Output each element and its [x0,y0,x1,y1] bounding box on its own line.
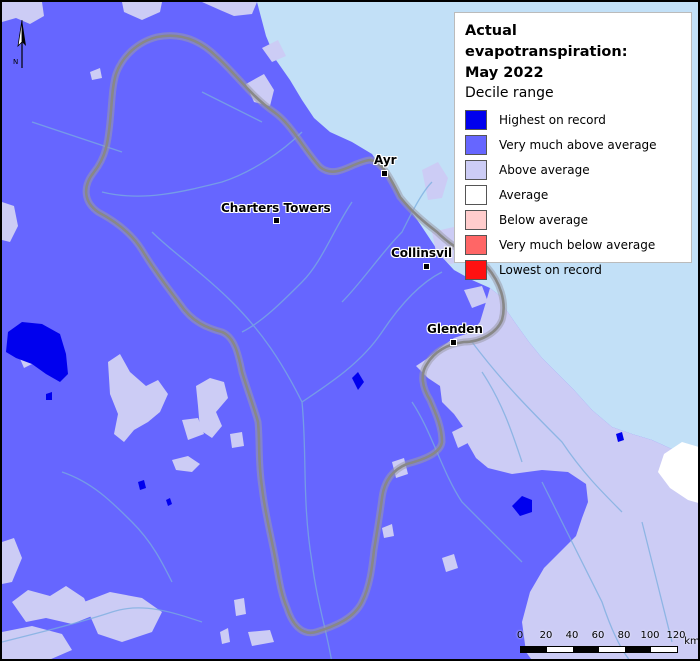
legend-label: Lowest on record [499,262,602,277]
scale-tick-label: 40 [565,630,579,641]
legend-item: Average [465,182,681,207]
legend: Actual evapotranspiration: May 2022 Deci… [454,12,692,280]
legend-subtitle: Decile range [465,85,554,101]
legend-swatch [465,259,487,280]
scale-tick-label: 0 [516,630,524,641]
scale-bar: 0 20 40 60 80 100 120 km [516,630,698,658]
town-marker-ayr [381,170,388,177]
average-area [658,442,698,503]
basin-boundary [84,34,505,635]
town-marker-charters-towers [273,217,280,224]
scale-segment [599,647,625,652]
legend-swatch [465,209,487,230]
scale-segment [573,647,599,652]
legend-label: Highest on record [499,112,606,127]
legend-item: Above average [465,157,681,182]
scale-segment [521,647,547,652]
scale-segment [547,647,573,652]
town-label-collinsville: Collinsvil [391,246,453,260]
legend-title-line1: Actual evapotranspiration: [465,23,628,60]
legend-title-line2: May 2022 [465,65,544,81]
highest-on-record-areas [6,322,624,516]
legend-label: Above average [499,162,590,177]
scale-tick-label: 120 [666,630,686,641]
scale-segment [625,647,651,652]
legend-swatch [465,109,487,130]
town-label-charters-towers: Charters Towers [221,201,331,215]
north-label: N [13,58,18,66]
scale-tick-label: 80 [617,630,631,641]
scale-bar-segments [520,646,678,653]
scale-tick-label: 20 [539,630,553,641]
scale-segment [651,647,677,652]
legend-item: Highest on record [465,107,681,132]
legend-label: Very much above average [499,137,657,152]
legend-item: Lowest on record [465,257,681,282]
legend-item: Very much above average [465,132,681,157]
legend-item: Very much below average [465,232,681,257]
town-label-glenden: Glenden [427,322,483,336]
legend-swatch [465,134,487,155]
legend-swatch [465,234,487,255]
town-marker-glenden [450,339,457,346]
scale-unit-label: km [684,636,700,647]
legend-items: Highest on record Very much above average… [465,107,681,282]
scale-tick-label: 60 [591,630,605,641]
legend-swatch [465,184,487,205]
north-arrow-icon: N [13,19,26,68]
town-label-ayr: Ayr [374,153,397,167]
legend-label: Below average [499,212,589,227]
legend-label: Very much below average [499,237,656,252]
town-marker-collinsville [423,263,430,270]
legend-label: Average [499,187,549,202]
scale-tick-label: 100 [640,630,660,641]
legend-item: Below average [465,207,681,232]
legend-swatch [465,159,487,180]
